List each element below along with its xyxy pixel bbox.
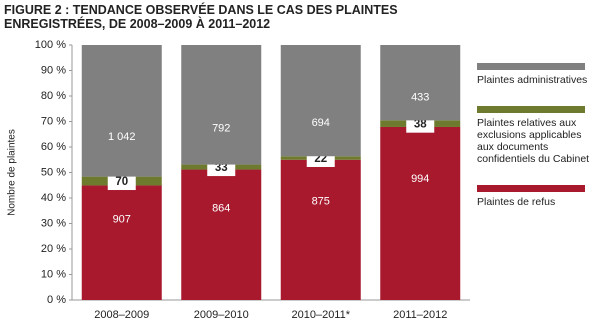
x-tick-label: 2008–2009 xyxy=(94,309,149,321)
legend-swatch xyxy=(477,106,585,113)
value-label: 70 xyxy=(115,176,128,188)
value-label: 864 xyxy=(212,203,230,215)
y-tick-label: 100 % xyxy=(35,39,66,51)
value-label: 433 xyxy=(411,92,429,104)
y-tick-label: 0 % xyxy=(47,294,66,306)
x-tick-label: 2010–2011* xyxy=(291,309,350,321)
bar-segment xyxy=(181,169,262,300)
value-label: 1 042 xyxy=(108,131,136,143)
x-tick-label: 2009–2010 xyxy=(194,309,249,321)
legend-label: Plaintes de refus xyxy=(477,196,556,208)
legend-label: Plaintes administratives xyxy=(477,74,588,86)
bar-segment xyxy=(181,45,262,165)
y-tick-label: 50 % xyxy=(41,166,66,178)
y-tick-label: 80 % xyxy=(41,90,66,102)
value-label: 694 xyxy=(312,117,330,129)
y-tick-label: 30 % xyxy=(41,217,66,229)
value-label: 907 xyxy=(113,214,131,226)
bar-segment xyxy=(280,159,361,300)
bar-segment xyxy=(380,45,461,121)
y-tick-label: 20 % xyxy=(41,243,66,255)
y-tick-label: 10 % xyxy=(41,268,66,280)
legend-swatch xyxy=(477,63,585,70)
bar-segment xyxy=(81,45,162,177)
y-tick-label: 60 % xyxy=(41,141,66,153)
legend-label: Plaintes relatives aux exclusions applic… xyxy=(477,117,590,165)
legend-swatch xyxy=(477,185,585,192)
value-label: 792 xyxy=(212,123,230,135)
x-tick-label: 2011–2012 xyxy=(393,309,447,321)
y-axis-label: Nombre de plaintes xyxy=(7,129,18,216)
chart-title: FIGURE 2 : TENDANCE OBSERVÉE DANS LE CAS… xyxy=(4,3,398,31)
bar-segment xyxy=(280,45,361,157)
value-label: 38 xyxy=(414,119,427,131)
value-label: 994 xyxy=(411,173,429,185)
y-tick-label: 40 % xyxy=(41,192,66,204)
value-label: 875 xyxy=(312,196,330,208)
y-tick-label: 90 % xyxy=(41,64,66,76)
bar-segment xyxy=(380,126,461,300)
bar-segment xyxy=(81,185,162,300)
y-tick-label: 70 % xyxy=(41,115,66,127)
value-label: 33 xyxy=(215,162,228,174)
